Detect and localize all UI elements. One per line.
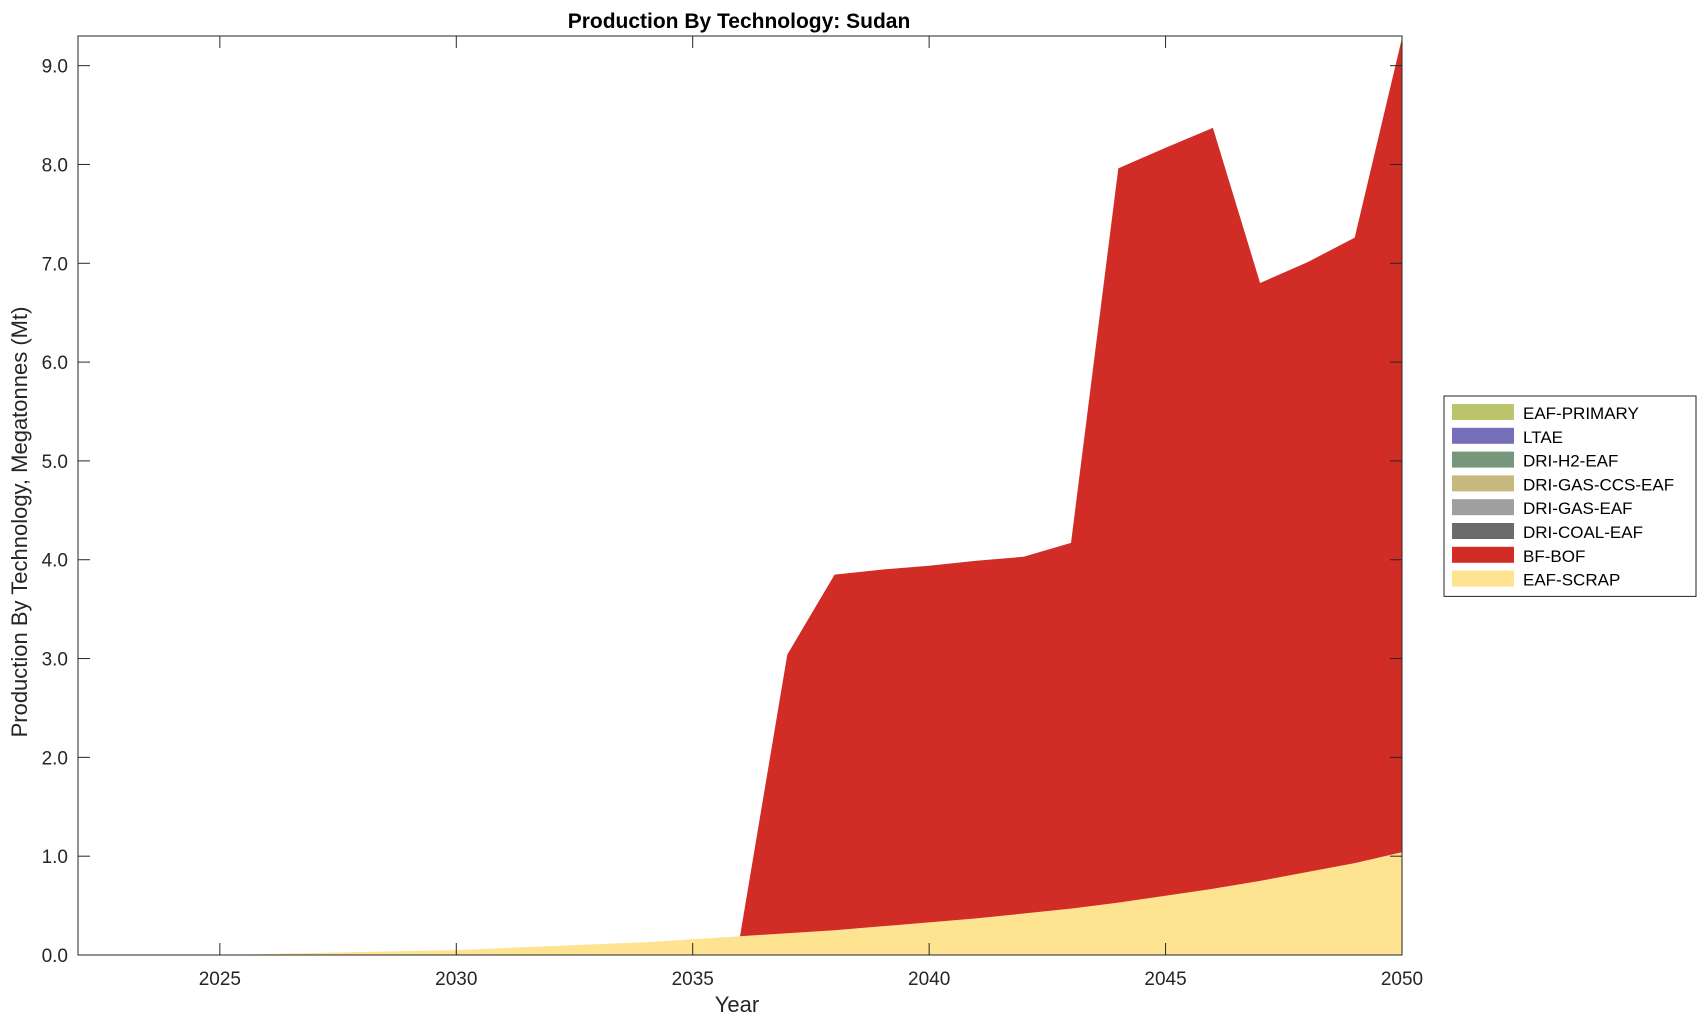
legend-swatch-ltae (1452, 427, 1514, 444)
y-tick-label: 7.0 (42, 254, 68, 275)
y-tick-label: 5.0 (42, 452, 68, 473)
y-tick-label: 9.0 (42, 57, 68, 78)
x-tick-label: 2045 (1144, 969, 1186, 990)
area-bf-bof (740, 38, 1402, 937)
x-tick-label: 2050 (1381, 969, 1423, 990)
legend-label-ltae: LTAE (1523, 428, 1563, 447)
legend-swatch-dri-gas-ccs-eaf (1452, 475, 1514, 492)
x-axis-title: Year (715, 992, 759, 1017)
x-tick-label: 2030 (435, 969, 477, 990)
legend-label-dri-h2-eaf: DRI-H2-EAF (1523, 452, 1618, 471)
x-tick-label: 2035 (672, 969, 714, 990)
legend: EAF-PRIMARY LTAE DRI-H2-EAF DRI-GAS-CCS-EAF… (1443, 395, 1697, 597)
legend-swatch-eaf-scrap (1452, 570, 1514, 587)
legend-label-dri-coal-eaf: DRI-COAL-EAF (1523, 523, 1643, 542)
y-axis-title: Production By Technology, Megatonnes (Mt… (7, 307, 32, 738)
plot-frame (77, 35, 1403, 956)
x-tick-label: 2025 (199, 969, 241, 990)
y-tick-label: 1.0 (42, 847, 68, 868)
x-axis: 2025 2030 2035 2040 2045 2050 (199, 36, 1423, 990)
legend-label-eaf-scrap: EAF-SCRAP (1523, 571, 1620, 590)
y-tick-label: 8.0 (42, 155, 68, 176)
y-axis: 0.0 1.0 2.0 3.0 4.0 5.0 6.0 7.0 8.0 9.0 (42, 57, 1402, 967)
legend-swatch-dri-coal-eaf (1452, 523, 1514, 539)
y-tick-label: 2.0 (42, 748, 68, 769)
legend-swatch-eaf-primary (1452, 404, 1514, 420)
y-tick-label: 0.0 (42, 946, 68, 967)
chart-title: Production By Technology: Sudan (568, 10, 911, 33)
legend-label-dri-gas-eaf: DRI-GAS-EAF (1523, 499, 1633, 518)
y-tick-label: 4.0 (42, 551, 68, 572)
legend-swatch-dri-h2-eaf (1452, 451, 1514, 468)
legend-swatch-dri-gas-eaf (1452, 499, 1514, 516)
y-tick-label: 6.0 (42, 353, 68, 374)
x-tick-label: 2040 (908, 969, 950, 990)
legend-swatch-bf-bof (1452, 546, 1514, 563)
area-eaf-scrap (219, 852, 1402, 955)
legend-label-eaf-primary: EAF-PRIMARY (1523, 404, 1639, 423)
area-series-group (219, 38, 1402, 955)
legend-box (1443, 395, 1697, 597)
y-tick-label: 3.0 (42, 650, 68, 671)
legend-label-dri-gas-ccs-eaf: DRI-GAS-CCS-EAF (1523, 475, 1674, 494)
legend-label-bf-bof: BF-BOF (1523, 547, 1585, 566)
